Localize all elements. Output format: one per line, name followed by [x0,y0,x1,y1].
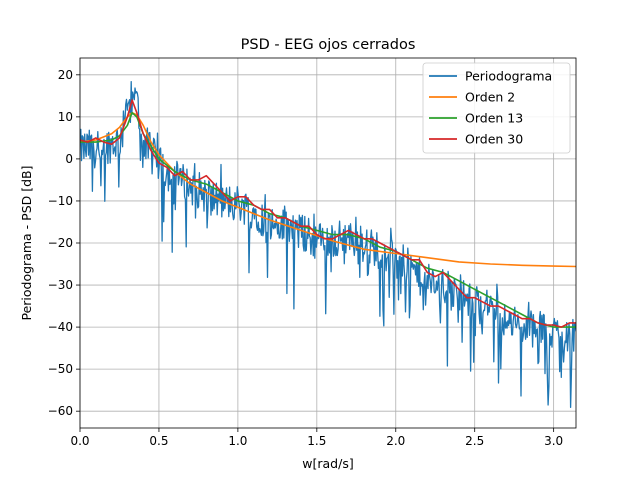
x-tick-label: 1.0 [228,434,247,448]
series-layer [80,81,576,409]
y-tick-label: −20 [48,236,73,250]
y-tick-label: −60 [48,404,73,418]
y-tick-label: 10 [58,110,73,124]
y-tick-label: −40 [48,320,73,334]
x-axis-label: w[rad/s] [302,456,353,471]
axis-ticks: 0.0 0.5 1.0 1.5 2.0 2.5 3.0 20 10 0 −10 −20 −30 −40 −5… [48,68,564,448]
x-tick-label: 0.5 [149,434,168,448]
y-axis-label: Periodograma - PSD [dB] [19,166,34,321]
x-tick-label: 0.0 [70,434,89,448]
x-tick-label: 2.5 [465,434,484,448]
y-tick-label: −10 [48,194,73,208]
x-tick-label: 1.5 [307,434,326,448]
y-tick-label: −30 [48,278,73,292]
x-tick-label: 2.0 [386,434,405,448]
x-tick-label: 3.0 [544,434,563,448]
y-tick-label: −50 [48,362,73,376]
series-line-0 [80,81,576,409]
chart-title: PSD - EEG ojos cerrados [241,37,416,53]
legend-box [422,62,571,154]
grid-lines [79,58,576,428]
legend-entry: Orden 30 [465,132,523,147]
series-line-3 [80,99,576,328]
legend-entry: Periodograma [465,69,552,84]
legend-entry: Orden 13 [465,111,523,126]
legend: Periodograma Orden 2 Orden 13 Orden 30 [422,62,571,154]
y-tick-label: 0 [65,152,73,166]
legend-entry: Orden 2 [465,90,515,105]
y-tick-label: 20 [58,68,73,82]
